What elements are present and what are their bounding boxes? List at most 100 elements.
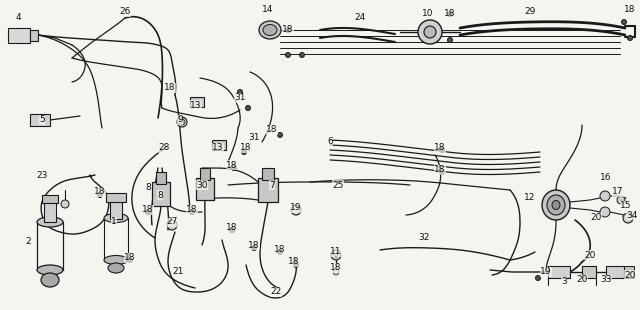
Text: 31: 31	[248, 134, 260, 143]
Text: 6: 6	[327, 138, 333, 147]
Text: 8: 8	[145, 184, 151, 193]
Text: 18: 18	[435, 144, 445, 153]
Text: 18: 18	[142, 206, 154, 215]
Circle shape	[97, 193, 102, 197]
Bar	[582, 266, 596, 278]
Text: 8: 8	[157, 191, 163, 200]
Circle shape	[331, 250, 341, 260]
Text: 26: 26	[119, 7, 131, 16]
Text: 31: 31	[234, 94, 246, 103]
Circle shape	[334, 253, 338, 257]
Text: 33: 33	[600, 276, 612, 285]
Text: 24: 24	[355, 14, 365, 23]
Circle shape	[246, 105, 250, 110]
Circle shape	[127, 258, 132, 263]
Text: 20: 20	[584, 250, 596, 259]
Text: 20: 20	[624, 271, 636, 280]
Bar	[212, 140, 226, 150]
Bar	[42, 195, 58, 203]
Bar	[152, 182, 170, 206]
Text: 18: 18	[124, 254, 136, 263]
Text: 34: 34	[627, 210, 637, 219]
Text: 14: 14	[262, 6, 274, 15]
Text: 27: 27	[166, 218, 178, 227]
Text: 1: 1	[111, 218, 117, 227]
Circle shape	[600, 191, 610, 201]
Circle shape	[278, 132, 282, 138]
Circle shape	[230, 228, 234, 232]
Text: 18: 18	[330, 264, 342, 272]
Text: 18: 18	[435, 166, 445, 175]
Circle shape	[61, 200, 69, 208]
Bar	[548, 266, 570, 278]
Circle shape	[440, 170, 445, 175]
Bar	[30, 30, 38, 41]
Circle shape	[300, 52, 305, 57]
Bar	[258, 178, 278, 202]
Text: 23: 23	[36, 170, 48, 179]
Circle shape	[536, 276, 541, 281]
Text: 18: 18	[240, 144, 252, 153]
Ellipse shape	[41, 273, 59, 287]
Ellipse shape	[259, 21, 281, 39]
Circle shape	[177, 117, 187, 127]
Circle shape	[333, 269, 339, 275]
Text: 9: 9	[177, 116, 183, 125]
Text: 13: 13	[212, 144, 224, 153]
Text: 5: 5	[39, 116, 45, 125]
Text: 16: 16	[600, 174, 612, 183]
Text: 32: 32	[419, 233, 429, 242]
Circle shape	[440, 148, 445, 153]
Text: 17: 17	[612, 188, 624, 197]
Text: 18: 18	[282, 25, 294, 34]
Text: 15: 15	[620, 202, 632, 210]
Ellipse shape	[37, 217, 63, 227]
Text: 18: 18	[227, 224, 237, 232]
Circle shape	[278, 250, 282, 255]
Text: 28: 28	[158, 144, 170, 153]
Circle shape	[145, 210, 150, 215]
Circle shape	[179, 119, 185, 125]
Bar	[44, 200, 56, 222]
Circle shape	[447, 38, 452, 42]
Circle shape	[627, 36, 632, 41]
Text: 18: 18	[227, 161, 237, 170]
Ellipse shape	[104, 255, 128, 264]
Circle shape	[600, 207, 610, 217]
Text: 19: 19	[291, 203, 301, 212]
Text: 18: 18	[94, 188, 106, 197]
Bar	[200, 168, 210, 180]
Bar	[624, 266, 634, 278]
Text: 18: 18	[248, 241, 260, 250]
Ellipse shape	[37, 265, 63, 275]
Circle shape	[294, 263, 298, 268]
Text: 18: 18	[288, 258, 300, 267]
Circle shape	[232, 166, 237, 171]
Text: 18: 18	[624, 6, 636, 15]
Text: 18: 18	[266, 126, 278, 135]
Bar	[8, 28, 30, 43]
Ellipse shape	[542, 190, 570, 220]
Circle shape	[621, 20, 627, 24]
Bar	[30, 114, 50, 126]
Circle shape	[291, 205, 301, 215]
Ellipse shape	[104, 214, 128, 223]
Circle shape	[617, 196, 625, 204]
Circle shape	[167, 220, 177, 230]
Circle shape	[424, 26, 436, 38]
Text: 19: 19	[540, 268, 552, 277]
Ellipse shape	[263, 24, 277, 36]
Text: 30: 30	[196, 180, 208, 189]
Text: 29: 29	[524, 7, 536, 16]
Text: 21: 21	[172, 268, 184, 277]
Text: 25: 25	[332, 180, 344, 189]
Text: 3: 3	[561, 277, 567, 286]
Text: 18: 18	[444, 10, 456, 19]
Text: 4: 4	[15, 14, 21, 23]
Bar	[156, 172, 166, 184]
Circle shape	[285, 52, 291, 57]
Bar	[106, 193, 126, 202]
Bar	[262, 168, 274, 180]
Text: 7: 7	[269, 180, 275, 189]
Text: 10: 10	[422, 10, 434, 19]
